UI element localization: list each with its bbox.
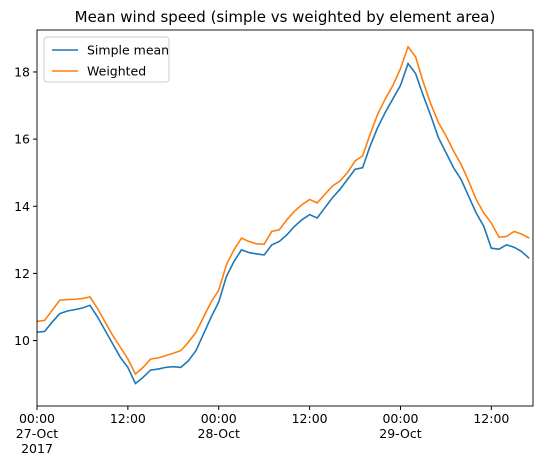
legend-label: Simple mean (87, 43, 169, 58)
x-tick-label: 12:00 (473, 411, 509, 426)
x-tick-label: 12:00 (292, 411, 328, 426)
y-tick-label: 10 (14, 333, 30, 348)
y-tick-label: 12 (14, 266, 30, 281)
data-line (36, 45, 530, 376)
data-line (36, 61, 530, 385)
x-tick-label: 00:00 27-Oct 2017 (16, 411, 58, 456)
y-tick-label: 16 (14, 132, 30, 147)
y-tick-label: 18 (14, 64, 30, 79)
y-tick-label: 14 (14, 199, 30, 214)
x-tick-label: 00:00 28-Oct (198, 411, 240, 441)
x-tick-label: 12:00 (110, 411, 146, 426)
chart-title: Mean wind speed (simple vs weighted by e… (75, 8, 496, 26)
legend-label: Weighted (87, 64, 146, 79)
x-tick-label: 00:00 29-Oct (379, 411, 421, 441)
plot-frame (36, 29, 534, 407)
